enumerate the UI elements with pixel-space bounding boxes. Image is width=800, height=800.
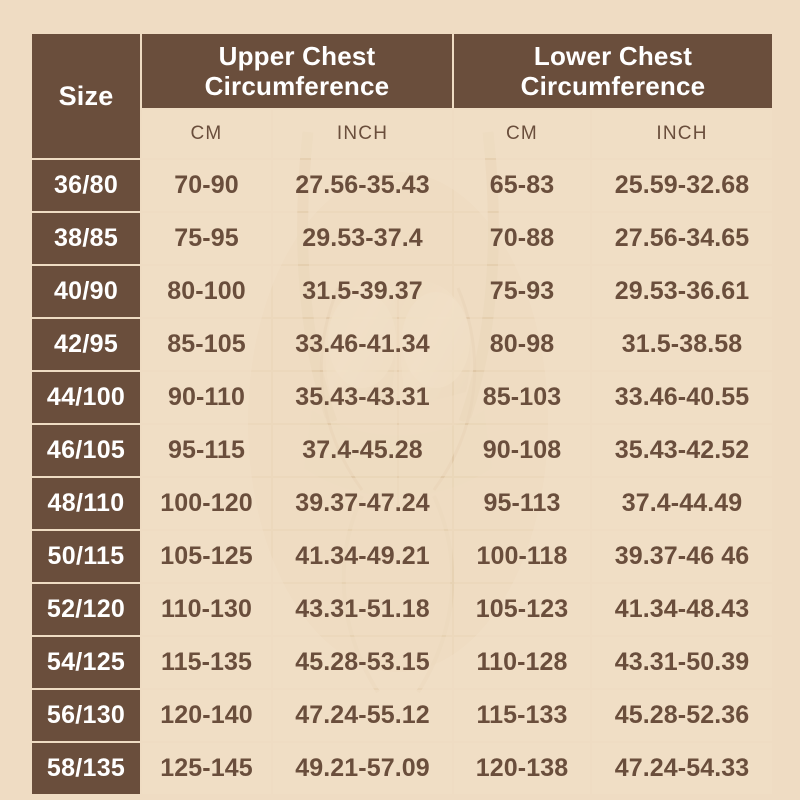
row-lower-cm: 70-88 (454, 213, 590, 264)
row-size: 48/110 (32, 478, 140, 529)
header-lower-chest-circumference: Lower Chest Circumference (454, 34, 772, 108)
row-size: 42/95 (32, 319, 140, 370)
table-row: 58/135 125-145 49.21-57.09 120-138 47.24-54.… (32, 743, 772, 794)
row-size: 54/125 (32, 637, 140, 688)
table-row: 48/110 100-120 39.37-47.24 95-113 37.4-44.49 (32, 478, 772, 529)
row-size: 50/115 (32, 531, 140, 582)
table-row: 36/80 70-90 27.56-35.43 65-83 25.59-32.68 (32, 160, 772, 211)
row-upper-cm: 105-125 (142, 531, 271, 582)
header-size: Size (32, 34, 140, 158)
row-upper-inch: 29.53-37.4 (273, 213, 452, 264)
table-head: Size Upper Chest Circumference Lower Che… (32, 34, 772, 158)
row-upper-cm: 90-110 (142, 372, 271, 423)
row-upper-inch: 31.5-39.37 (273, 266, 452, 317)
row-lower-inch: 45.28-52.36 (592, 690, 772, 741)
row-upper-inch: 35.43-43.31 (273, 372, 452, 423)
row-lower-inch: 25.59-32.68 (592, 160, 772, 211)
row-lower-inch: 43.31-50.39 (592, 637, 772, 688)
row-lower-inch: 35.43-42.52 (592, 425, 772, 476)
row-lower-inch: 33.46-40.55 (592, 372, 772, 423)
table-row: 52/120 110-130 43.31-51.18 105-123 41.34-48.… (32, 584, 772, 635)
table-row: 40/90 80-100 31.5-39.37 75-93 29.53-36.61 (32, 266, 772, 317)
row-lower-inch: 27.56-34.65 (592, 213, 772, 264)
row-upper-inch: 43.31-51.18 (273, 584, 452, 635)
row-lower-cm: 75-93 (454, 266, 590, 317)
row-lower-cm: 115-133 (454, 690, 590, 741)
table-row: 50/115 105-125 41.34-49.21 100-118 39.37-46 … (32, 531, 772, 582)
header-upper-chest-circumference: Upper Chest Circumference (142, 34, 452, 108)
row-size: 52/120 (32, 584, 140, 635)
row-lower-inch: 41.34-48.43 (592, 584, 772, 635)
row-upper-cm: 85-105 (142, 319, 271, 370)
row-size: 46/105 (32, 425, 140, 476)
row-upper-inch: 27.56-35.43 (273, 160, 452, 211)
row-upper-cm: 125-145 (142, 743, 271, 794)
row-lower-cm: 120-138 (454, 743, 590, 794)
row-lower-cm: 65-83 (454, 160, 590, 211)
header-upper-chest-line2: Circumference (204, 71, 390, 101)
header-lower-chest-line1: Lower Chest (533, 40, 693, 71)
row-size: 44/100 (32, 372, 140, 423)
row-upper-inch: 41.34-49.21 (273, 531, 452, 582)
row-lower-inch: 29.53-36.61 (592, 266, 772, 317)
size-chart-table: Size Upper Chest Circumference Lower Che… (30, 32, 774, 796)
row-lower-inch: 37.4-44.49 (592, 478, 772, 529)
row-size: 38/85 (32, 213, 140, 264)
row-lower-cm: 80-98 (454, 319, 590, 370)
row-upper-cm: 95-115 (142, 425, 271, 476)
row-upper-cm: 100-120 (142, 478, 271, 529)
row-lower-cm: 110-128 (454, 637, 590, 688)
table-body: 36/80 70-90 27.56-35.43 65-83 25.59-32.68 38/… (32, 160, 772, 794)
header-unit-lower-inch: INCH (592, 110, 772, 158)
header-upper-chest-line1: Upper Chest (218, 40, 376, 71)
table-row: 38/85 75-95 29.53-37.4 70-88 27.56-34.65 (32, 213, 772, 264)
row-upper-inch: 49.21-57.09 (273, 743, 452, 794)
row-size: 58/135 (32, 743, 140, 794)
row-lower-cm: 100-118 (454, 531, 590, 582)
header-unit-lower-cm: CM (454, 110, 590, 158)
row-upper-cm: 110-130 (142, 584, 271, 635)
row-size: 40/90 (32, 266, 140, 317)
row-upper-cm: 70-90 (142, 160, 271, 211)
table-row: 42/95 85-105 33.46-41.34 80-98 31.5-38.58 (32, 319, 772, 370)
header-unit-upper-inch: INCH (273, 110, 452, 158)
row-upper-cm: 120-140 (142, 690, 271, 741)
row-lower-inch: 39.37-46 46 (592, 531, 772, 582)
table-row: 44/100 90-110 35.43-43.31 85-103 33.46-40.55 (32, 372, 772, 423)
row-lower-cm: 85-103 (454, 372, 590, 423)
row-lower-cm: 90-108 (454, 425, 590, 476)
row-size: 36/80 (32, 160, 140, 211)
size-chart-container: Size Upper Chest Circumference Lower Che… (30, 32, 772, 794)
header-row-groups: Size Upper Chest Circumference Lower Che… (32, 34, 772, 158)
row-lower-cm: 95-113 (454, 478, 590, 529)
row-upper-inch: 47.24-55.12 (273, 690, 452, 741)
row-upper-cm: 75-95 (142, 213, 271, 264)
row-size: 56/130 (32, 690, 140, 741)
header-row-units: CM INCH CM INCH (32, 110, 772, 158)
row-upper-inch: 39.37-47.24 (273, 478, 452, 529)
table-row: 54/125 115-135 45.28-53.15 110-128 43.31-50.… (32, 637, 772, 688)
row-lower-inch: 47.24-54.33 (592, 743, 772, 794)
row-upper-inch: 45.28-53.15 (273, 637, 452, 688)
row-lower-inch: 31.5-38.58 (592, 319, 772, 370)
row-upper-cm: 80-100 (142, 266, 271, 317)
row-lower-cm: 105-123 (454, 584, 590, 635)
table-row: 56/130 120-140 47.24-55.12 115-133 45.28-52.… (32, 690, 772, 741)
row-upper-inch: 37.4-45.28 (273, 425, 452, 476)
table-row: 46/105 95-115 37.4-45.28 90-108 35.43-42.52 (32, 425, 772, 476)
row-upper-cm: 115-135 (142, 637, 271, 688)
header-unit-upper-cm: CM (142, 110, 271, 158)
header-lower-chest-line2: Circumference (520, 71, 706, 101)
row-upper-inch: 33.46-41.34 (273, 319, 452, 370)
